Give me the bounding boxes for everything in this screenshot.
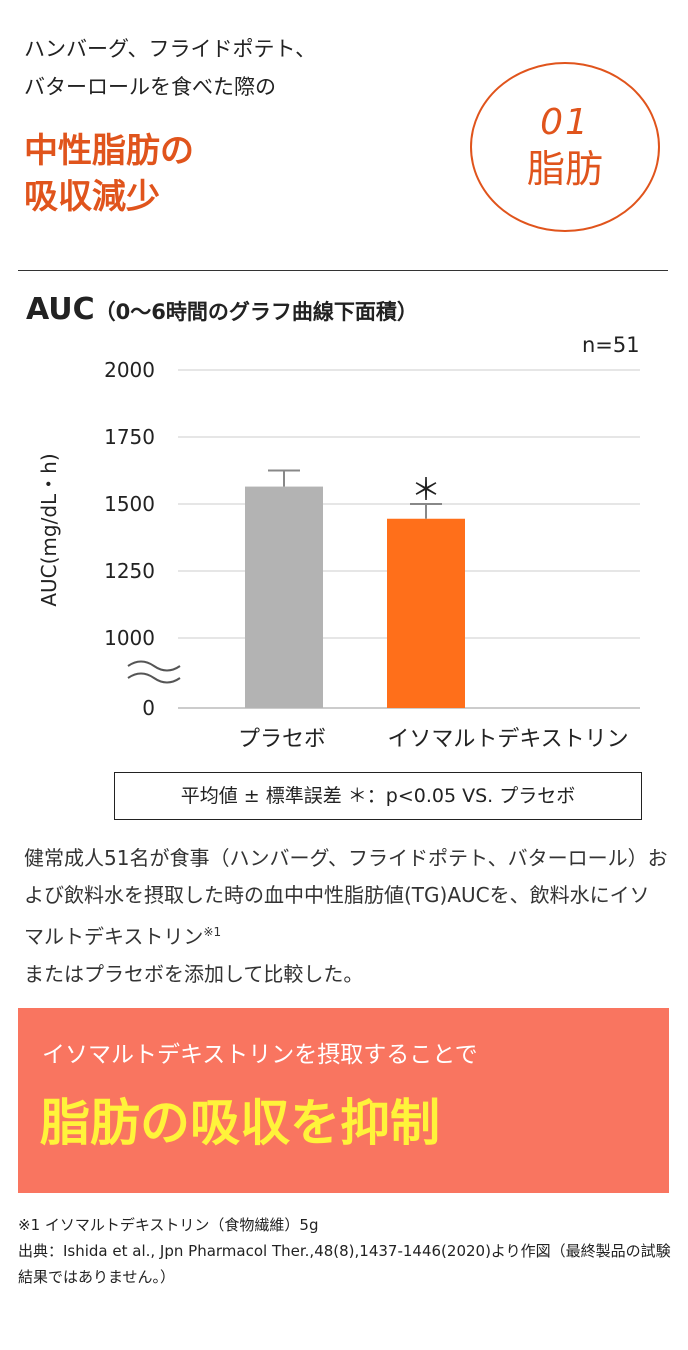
y-tick-label: 1750 (104, 425, 155, 449)
headline-line-2: 吸収減少 (24, 177, 160, 217)
y-tick-layer: 2000 1750 1500 1250 1000 0 (104, 358, 155, 720)
y-tick-label: 1250 (104, 559, 155, 583)
chart-legend: 平均値 ± 標準誤差 ＊：p<0.05 VS. プラセボ (114, 772, 642, 820)
intro-text: ハンバーグ、フライドポテト、 バターロールを食べた際の (24, 30, 316, 106)
sample-size-label: n=51 (582, 333, 640, 357)
category-label-layer: プラセボ イソマルトデキストリン (238, 727, 629, 752)
category-label: イソマルトデキストリン (387, 727, 628, 752)
source-citation: 出典：Ishida et al., Jpn Pharmacol Ther.,48… (18, 1242, 671, 1286)
headline: 中性脂肪の 吸収減少 (24, 128, 194, 220)
significance-mark: ＊ (411, 473, 441, 508)
banner-headline: 脂肪の吸収を抑制 (40, 1094, 440, 1152)
y-tick-label: 1500 (104, 492, 155, 516)
y-tick-label: 0 (142, 696, 155, 720)
intro-line-1: ハンバーグ、フライドポテト、 (24, 37, 317, 61)
badge-label: 脂肪 (526, 147, 603, 191)
chart-title-sub: （0〜6時間のグラフ曲線下面積） (94, 300, 418, 324)
conclusion-banner: イソマルトデキストリンを摂取することで 脂肪の吸収を抑制 (18, 1008, 669, 1193)
bar (245, 486, 323, 708)
intro-line-2: バターロールを食べた際の (24, 75, 276, 99)
bar-layer: ＊ (245, 469, 465, 708)
divider (18, 270, 668, 271)
description-note-ref: ※1 (203, 925, 222, 939)
description-text-2: またはプラセボを添加して比較した。 (24, 961, 364, 986)
description: 健常成人51名が食事（ハンバーグ、フライドポテト、バターロール）および飲料水を摂… (24, 840, 668, 993)
y-tick-label: 2000 (104, 358, 155, 382)
axis-break-icon (127, 660, 181, 684)
headline-line-1: 中性脂肪の (24, 131, 194, 171)
bar (387, 518, 465, 708)
banner-subline: イソマルトデキストリンを摂取することで (42, 1042, 478, 1068)
footnotes: ※1 イソマルトデキストリン（食物繊維）5g 出典：Ishida et al.,… (18, 1212, 678, 1290)
section-badge: 01 脂肪 (470, 62, 660, 232)
y-axis-label: AUC(mg/dL・h) (37, 453, 61, 606)
chart-title: AUC（0〜6時間のグラフ曲線下面積） (26, 288, 418, 334)
chart-title-main: AUC (26, 292, 95, 327)
y-tick-label: 1000 (104, 626, 155, 650)
badge-number: 01 (540, 102, 590, 143)
category-label: プラセボ (238, 727, 326, 752)
description-text: 健常成人51名が食事（ハンバーグ、フライドポテト、バターロール）および飲料水を摂… (24, 846, 668, 949)
footnote-1: ※1 イソマルトデキストリン（食物繊維）5g (18, 1216, 319, 1234)
